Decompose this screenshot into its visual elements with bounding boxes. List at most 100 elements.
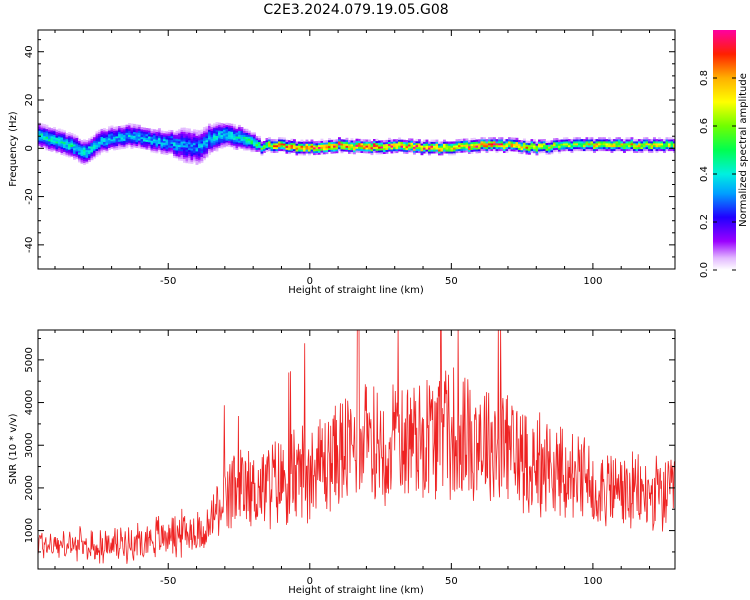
spectrogram-cell	[220, 125, 224, 128]
spectrogram-cell	[120, 137, 124, 140]
spectrogram-cell	[450, 153, 454, 156]
spectrogram-cell	[193, 142, 196, 146]
spectrogram-cell	[673, 144, 675, 148]
spectrogram-cell	[430, 145, 434, 148]
spectrogram-cell	[118, 143, 121, 146]
spectrogram-cell	[655, 148, 659, 152]
spectrogram-cell	[230, 143, 234, 146]
spectrogram-cell	[600, 139, 604, 142]
spectrogram-cell	[630, 148, 634, 152]
spectrogram-cell	[318, 150, 321, 153]
spectrogram-cell	[415, 150, 419, 153]
spectrogram-cell	[505, 141, 509, 144]
spectrogram-cell	[48, 146, 51, 150]
spectrogram-cell	[65, 152, 69, 155]
spectrogram-cell	[365, 149, 369, 152]
spectrogram-cell	[400, 143, 404, 146]
spectrogram-cell	[615, 139, 619, 142]
spectrogram-cell	[198, 149, 201, 152]
spectrogram-cell	[40, 131, 44, 134]
spectrogram-cell	[68, 147, 71, 150]
spectrogram-cell	[440, 151, 444, 154]
spectrogram-cell	[453, 149, 456, 152]
spectrogram-cell	[173, 140, 176, 143]
spectrogram-cell	[233, 143, 236, 146]
spectrogram-cell	[120, 141, 124, 144]
spectrogram-cell	[175, 152, 179, 155]
spectrogram-cell	[563, 148, 566, 152]
spectrogram-cell	[398, 143, 401, 146]
spectrogram-cell	[338, 137, 341, 140]
spectrogram-cell	[300, 147, 304, 150]
spectrogram-cell	[500, 139, 504, 142]
spectrogram-cell	[565, 143, 569, 146]
spectrogram-cell	[195, 139, 199, 142]
spectrogram-cell	[493, 144, 496, 148]
spectrogram-cell	[93, 134, 96, 138]
spectrogram-cell	[185, 151, 189, 154]
spectrogram-cell	[255, 136, 259, 139]
spectrogram-cell	[455, 139, 459, 142]
spectrogram-cell	[50, 137, 54, 141]
spectrogram-cell	[353, 152, 356, 155]
spectrogram-cell	[645, 139, 649, 142]
spectrogram-cell	[125, 138, 129, 141]
spectrogram-cell	[215, 122, 219, 125]
spectrogram-cell	[385, 139, 389, 143]
spectrogram-cell	[603, 146, 606, 150]
spectrogram-cell	[465, 138, 469, 141]
spectrogram-cell	[138, 132, 141, 135]
spectrogram-cell	[200, 152, 204, 156]
spectrogram-cell	[463, 146, 466, 149]
spectrogram-cell	[128, 128, 131, 132]
spectrogram-cell	[95, 140, 99, 144]
spectrogram-cell	[250, 144, 254, 147]
colorbar-tick-label: 0.4	[699, 166, 710, 182]
spectrogram-cell	[135, 145, 139, 148]
spectrogram-cell	[475, 147, 479, 150]
spectrogram-cell	[263, 142, 266, 146]
spectrogram-cell	[348, 147, 351, 150]
spectrogram-cell	[603, 143, 606, 146]
spectrogram-cell	[373, 144, 376, 148]
spectrogram-cell	[673, 141, 675, 144]
spectrogram-cell	[303, 145, 306, 148]
spectrogram-cell	[335, 149, 339, 152]
spectrogram-cell	[73, 147, 76, 151]
spectrogram-cell	[195, 141, 199, 144]
spectrogram-cell	[380, 146, 384, 149]
spectrogram-cell	[523, 140, 526, 143]
spectrogram-cell	[643, 144, 646, 148]
spectrogram-cell	[235, 145, 239, 149]
spectrogram-cell	[83, 162, 86, 165]
spectrogram-cell	[513, 147, 516, 150]
snr-xtick-label: 50	[445, 576, 458, 587]
spectrogram-cell	[368, 145, 371, 148]
spectrogram-cell	[300, 153, 304, 156]
spectrogram-cell	[613, 146, 616, 150]
spectrogram-cell	[620, 146, 624, 150]
spectrogram-cell	[158, 139, 161, 143]
spectrogram-cell	[138, 144, 141, 147]
spectrogram-cell	[275, 144, 279, 148]
spectrogram-cell	[468, 140, 471, 143]
spectrogram-cell	[48, 131, 51, 134]
spectrogram-cell	[383, 140, 386, 143]
spectrogram-cell	[513, 143, 516, 146]
spectrogram-cell	[208, 123, 211, 126]
spectrogram-cell	[210, 128, 214, 131]
spectrogram-cell	[360, 139, 364, 142]
spectrogram-cell	[40, 133, 44, 136]
spectrogram-cell	[600, 146, 604, 150]
spectrogram-cell	[568, 139, 571, 142]
spectrogram-cell	[378, 148, 381, 151]
spectrogram-cell	[73, 149, 76, 153]
spectrogram-cell	[533, 150, 536, 154]
spectrogram-cell	[613, 148, 616, 152]
spectrogram-cell	[333, 147, 336, 150]
spectrogram-cell	[363, 145, 366, 148]
spectrogram-cell	[415, 142, 419, 146]
spectrogram-cell	[123, 140, 126, 143]
spectrogram-cell	[45, 140, 49, 143]
spectrogram-cell	[633, 141, 636, 144]
